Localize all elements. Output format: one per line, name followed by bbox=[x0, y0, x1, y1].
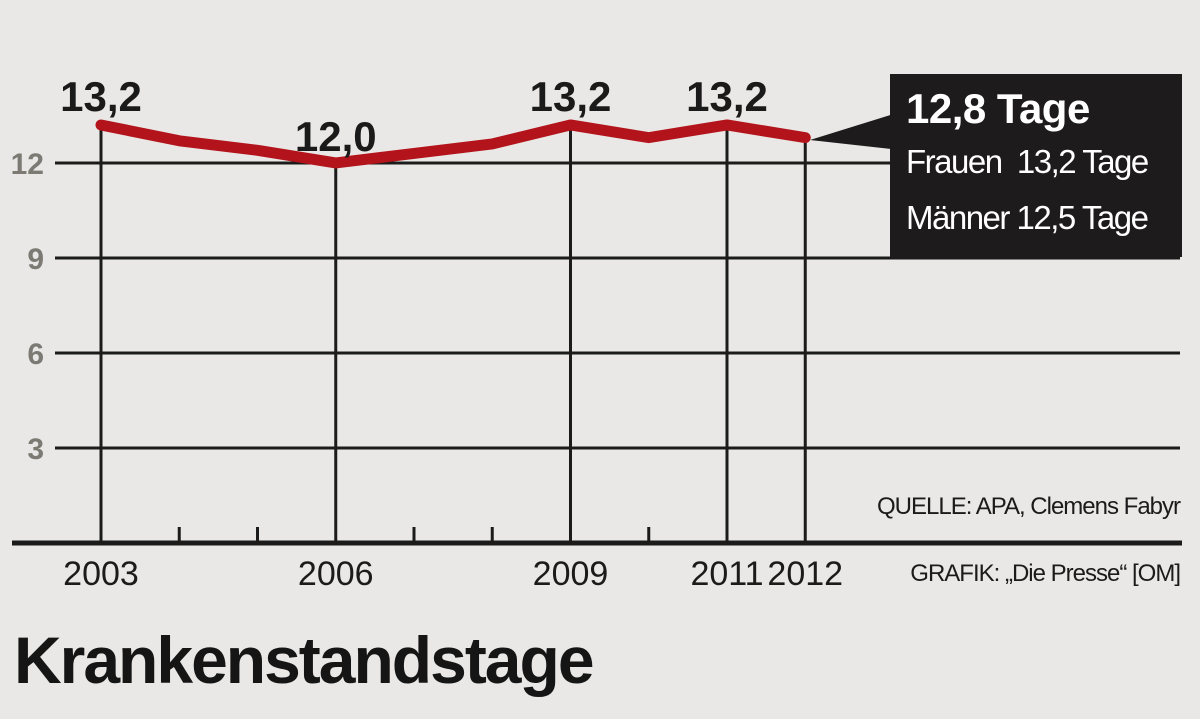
x-tick-label: 2012 bbox=[767, 555, 843, 593]
y-tick-label: 3 bbox=[27, 433, 44, 466]
x-tick-label: 2003 bbox=[63, 555, 139, 593]
y-tick-label: 9 bbox=[27, 243, 44, 276]
chart-title: Krankenstandstage bbox=[14, 623, 595, 697]
annotation-callout: 12,8 Tage Frauen 13,2 Tage Männer 12,5 T… bbox=[890, 74, 1182, 257]
x-tick-label: 2006 bbox=[298, 555, 374, 593]
y-axis: 3 6 9 12 bbox=[11, 148, 44, 466]
data-label: 13,2 bbox=[686, 73, 768, 120]
x-tick-label: 2011 bbox=[690, 555, 763, 593]
data-label: 12,0 bbox=[295, 113, 377, 160]
callout-men: Männer 12,5 Tage bbox=[906, 199, 1149, 236]
credit-note: GRAFIK: „Die Presse“ [OM] bbox=[910, 560, 1181, 587]
source-note: QUELLE: APA, Clemens Fabyr bbox=[876, 493, 1181, 520]
y-tick-label: 12 bbox=[11, 148, 44, 181]
series-line bbox=[95, 119, 811, 169]
data-labels: 13,2 12,0 13,2 13,2 bbox=[60, 73, 768, 160]
data-label: 13,2 bbox=[60, 73, 142, 120]
callout-pointer bbox=[810, 112, 900, 150]
x-axis: 2003 2006 2009 2011 2012 bbox=[12, 527, 1182, 593]
callout-headline: 12,8 Tage bbox=[906, 85, 1090, 132]
callout-women: Frauen 13,2 Tage bbox=[906, 143, 1149, 180]
y-tick-label: 6 bbox=[27, 338, 44, 371]
x-tick-label: 2009 bbox=[533, 555, 609, 593]
data-label: 13,2 bbox=[530, 73, 612, 120]
